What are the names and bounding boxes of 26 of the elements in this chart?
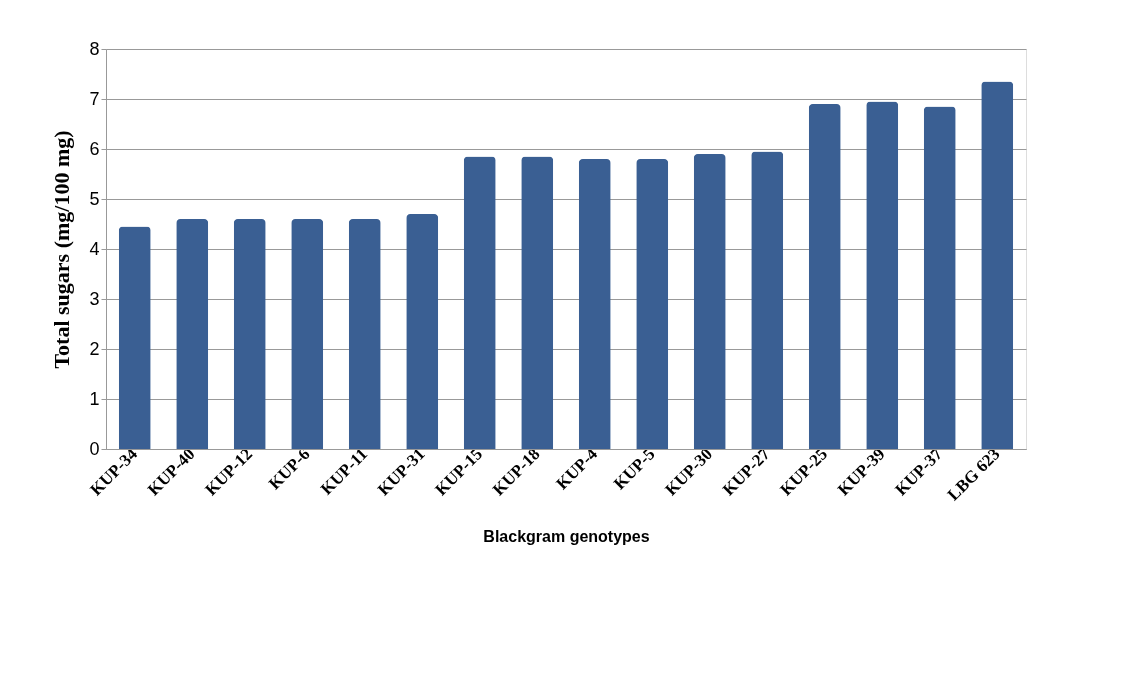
y-tick-label: 6 <box>89 138 100 159</box>
y-tick-label: 8 <box>89 38 100 59</box>
bar <box>463 156 496 449</box>
y-tick-label: 1 <box>89 388 100 409</box>
bar <box>751 151 784 449</box>
bar <box>176 219 209 449</box>
bar <box>636 159 669 449</box>
bar <box>348 219 381 449</box>
bar <box>291 219 324 449</box>
bar <box>923 106 956 449</box>
bar <box>521 156 554 449</box>
y-tick-label: 5 <box>89 188 100 209</box>
bar <box>578 159 611 449</box>
bar <box>981 81 1014 449</box>
y-tick-label: 3 <box>89 288 100 309</box>
bar <box>808 104 841 449</box>
y-tick-label: 7 <box>89 88 100 109</box>
y-tick-label: 2 <box>89 338 100 359</box>
x-axis-title: Blackgram genotypes <box>483 527 650 545</box>
bar <box>118 226 151 449</box>
bar <box>866 101 899 449</box>
bar <box>406 214 439 449</box>
y-axis-title: Total sugars (mg/100 mg) <box>49 130 75 369</box>
bar <box>233 219 266 449</box>
bar <box>693 154 726 449</box>
y-tick-label: 4 <box>89 238 100 259</box>
